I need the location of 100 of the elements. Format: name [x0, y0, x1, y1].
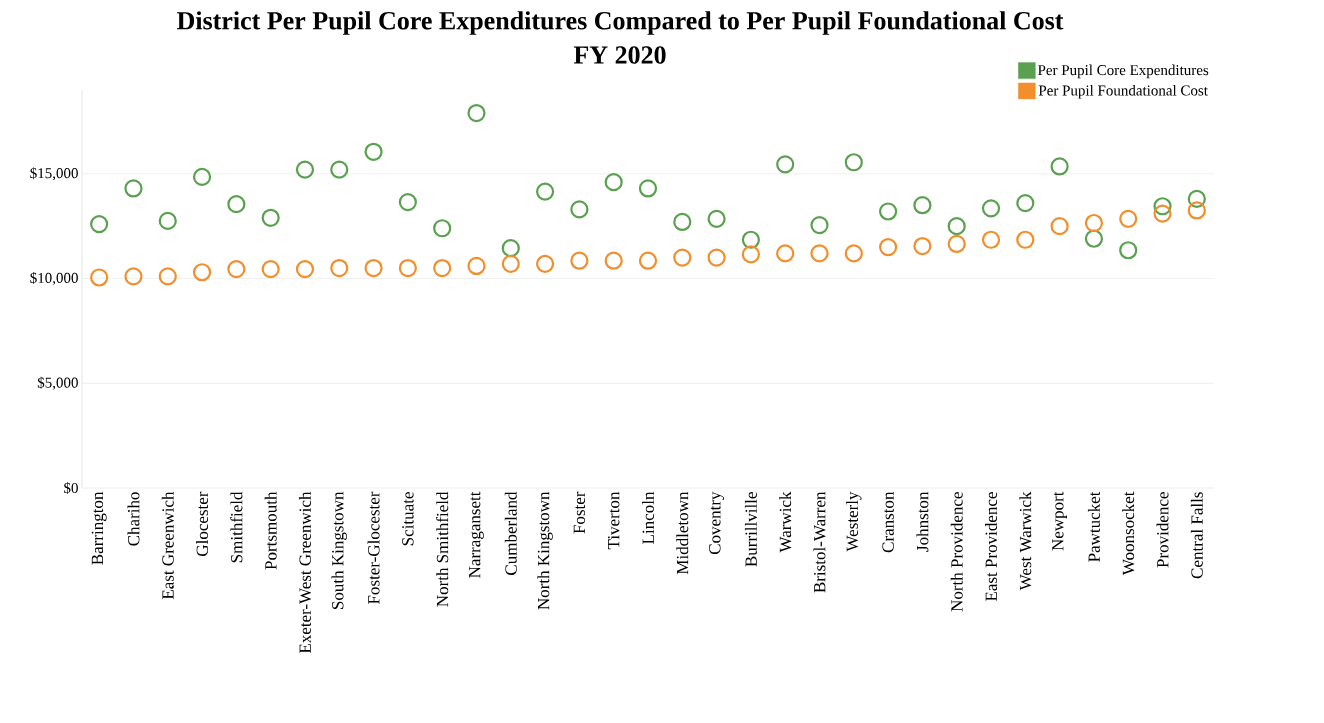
point — [535, 254, 555, 273]
x-tick-label: North Providence — [950, 492, 963, 612]
x-tick-label: Foster-Glocester — [367, 491, 380, 605]
point — [261, 208, 280, 227]
point — [707, 248, 726, 267]
point — [570, 251, 589, 270]
point — [810, 244, 829, 263]
point — [638, 251, 658, 270]
x-tick-label: Smithfield — [230, 491, 243, 563]
x-tick-label: Exeter-West Greenwich — [298, 491, 311, 654]
point — [1153, 204, 1172, 223]
point — [295, 260, 315, 279]
point — [192, 167, 212, 187]
point — [638, 179, 658, 198]
x-tick-label: South Kingstown — [331, 491, 347, 609]
x-tick-label: East Providence — [985, 492, 997, 602]
point — [981, 199, 1001, 218]
x-tick-label: Central Falls — [1190, 492, 1203, 579]
point — [398, 192, 417, 212]
point — [1187, 189, 1206, 209]
chart-title: District Per Pupil Core Expenditures Compared to Per Pupil Foundational Cost — [177, 11, 1064, 35]
point — [295, 160, 315, 179]
x-tick-label: Bristol-Warren — [813, 491, 826, 593]
point — [227, 260, 246, 279]
x-tick-label: Coventry — [709, 491, 725, 555]
y-tick-label: $15,000 — [30, 167, 78, 181]
point — [1153, 197, 1172, 216]
x-tick-label: Lincoln — [642, 491, 654, 544]
point — [879, 202, 898, 221]
point — [364, 142, 383, 161]
point — [467, 256, 486, 276]
point — [844, 153, 863, 172]
point — [879, 238, 898, 257]
point — [501, 254, 520, 273]
x-tick-label: Barrington — [91, 491, 107, 565]
point — [947, 217, 966, 236]
point — [1016, 230, 1035, 249]
x-tick-label: Providence — [1156, 492, 1169, 568]
point — [227, 195, 246, 214]
point — [433, 258, 452, 278]
x-tick-label: Foster — [573, 491, 586, 534]
point — [1016, 194, 1035, 213]
point — [433, 219, 452, 238]
point — [776, 155, 795, 174]
point — [330, 160, 349, 179]
point — [467, 103, 486, 123]
y-tick-label: $0 — [64, 482, 78, 494]
point — [1084, 213, 1104, 233]
point — [673, 248, 692, 267]
point — [844, 244, 863, 263]
x-tick-label: East Greenwich — [161, 491, 174, 600]
point — [570, 200, 589, 219]
point — [776, 244, 795, 263]
x-tick-label: Newport — [1052, 491, 1067, 551]
x-tick-label: Glocester — [196, 491, 209, 556]
x-tick-label: Middletown — [676, 491, 689, 575]
x-tick-label: Woonsocket — [1122, 491, 1135, 576]
legend-label: Per Pupil Core Expenditures — [1037, 64, 1209, 79]
x-tick-label: Tiverton — [607, 491, 620, 550]
point — [810, 216, 829, 235]
y-tick-label: $10,000 — [30, 271, 78, 286]
point — [535, 182, 555, 201]
x-tick-label: Chariho — [127, 492, 140, 546]
point — [501, 239, 520, 258]
point — [913, 196, 932, 215]
point — [124, 267, 143, 286]
x-tick-label: Burrillville — [744, 492, 757, 567]
point — [1050, 157, 1069, 176]
point — [604, 173, 623, 192]
x-tick-label: Narragansett — [469, 491, 484, 578]
point — [741, 230, 760, 249]
point — [261, 260, 280, 279]
point — [1187, 201, 1206, 220]
legend-label: Per Pupil Foundational Cost — [1038, 85, 1208, 99]
point — [1119, 209, 1138, 228]
x-tick-label: Scituate — [402, 492, 414, 546]
x-tick-label: Portsmouth — [264, 491, 277, 570]
point — [981, 230, 1001, 249]
point — [364, 258, 383, 278]
point — [1050, 217, 1069, 236]
point — [90, 268, 109, 287]
point — [1084, 229, 1104, 248]
point — [947, 234, 966, 254]
x-tick-label: Warwick — [779, 491, 792, 553]
x-tick-label: North Smithfield — [436, 491, 449, 607]
x-tick-label: North Kingstown — [537, 491, 553, 610]
point — [90, 214, 109, 234]
x-tick-label: Cranston — [882, 491, 894, 553]
x-tick-label: Pawtucket — [1087, 491, 1100, 562]
point — [673, 212, 692, 232]
chart-subtitle: FY 2020 — [573, 46, 666, 64]
point — [913, 236, 932, 256]
point — [330, 258, 349, 278]
point — [398, 258, 417, 278]
x-tick-label: Johnston — [916, 491, 929, 552]
x-tick-label: Westerly — [846, 491, 862, 552]
point — [604, 251, 623, 270]
y-tick-label: $5,000 — [37, 376, 78, 390]
x-tick-label: Cumberland — [504, 491, 517, 575]
point — [158, 211, 177, 231]
